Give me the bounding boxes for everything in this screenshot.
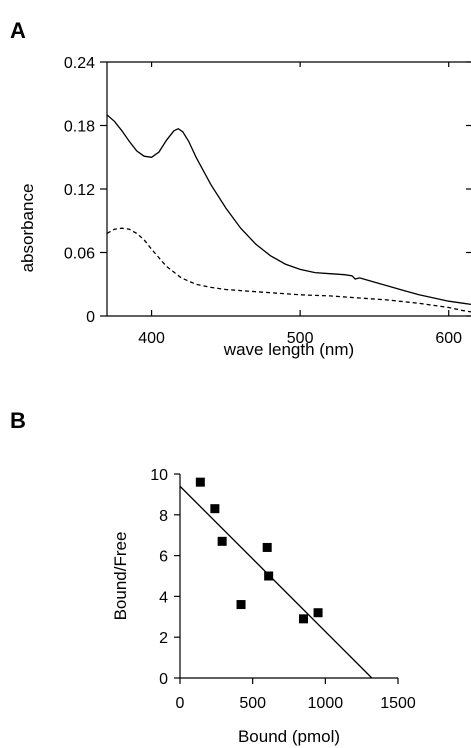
panel-a-y-axis-title: absorbance [18,184,37,273]
panel-b-x-tick-label: 1500 [380,695,416,712]
panel-b-y-tick-label: 2 [159,630,168,647]
panel-b-y-axis-title: Bound/Free [111,532,130,621]
panel-a-x-axis-title: wave length (nm) [223,340,354,359]
panel-b-x-tick-label: 0 [176,695,185,712]
panel-a-y-tick-label: 0.12 [64,182,95,199]
panel-b-data-point [217,536,227,546]
panel-a-x-tick-label: 400 [138,330,165,347]
panel-b-axes [174,473,399,684]
panel-b-x-axis-title: Bound (pmol) [238,727,340,746]
panel-b-data-point [262,542,272,552]
panel-a-series-dashed [106,227,471,313]
panel-b-data-point [210,504,220,514]
panel-a-x-tick-label: 500 [287,330,314,347]
panel-b-x-tick-label: 1000 [308,695,344,712]
panel-b-data-point [299,614,309,624]
panel-b-y-tick-label: 8 [159,508,168,525]
panel-a-y-tick-label: 0.24 [64,55,95,72]
panel-b-data-point [313,608,323,618]
panel-b-y-tick-label: 6 [159,549,168,566]
panel-a-x-tick-label: 600 [435,330,462,347]
panel-b-data-point [195,477,205,487]
panel-b-y-tick-label: 0 [159,671,168,688]
panel-a-y-tick-label: 0.06 [64,246,95,263]
panel-a: A 0 0.06 0.12 0.18 0.24 400 500 600 wave length (… [10,18,471,359]
panel-b-y-tick-label: 4 [159,589,168,606]
panel-a-axes [100,61,471,317]
panel-a-y-tick-label: 0.18 [64,119,95,136]
panel-letter-b: B [10,408,26,433]
panel-b-fit-line [179,485,373,679]
panel-b-data-point [236,600,246,610]
panel-b-y-tick-label: 10 [150,467,168,484]
panel-b-x-tick-label: 500 [239,695,266,712]
panel-a-series-solid [106,114,471,306]
panel-a-y-tick-label: 0 [86,309,95,326]
panel-b-data-point [264,571,274,581]
panel-b: B 0 2 4 6 8 10 0 500 1000 1500 Bound (pmol) Bound/Fr… [10,408,416,746]
panel-letter-a: A [10,18,26,43]
